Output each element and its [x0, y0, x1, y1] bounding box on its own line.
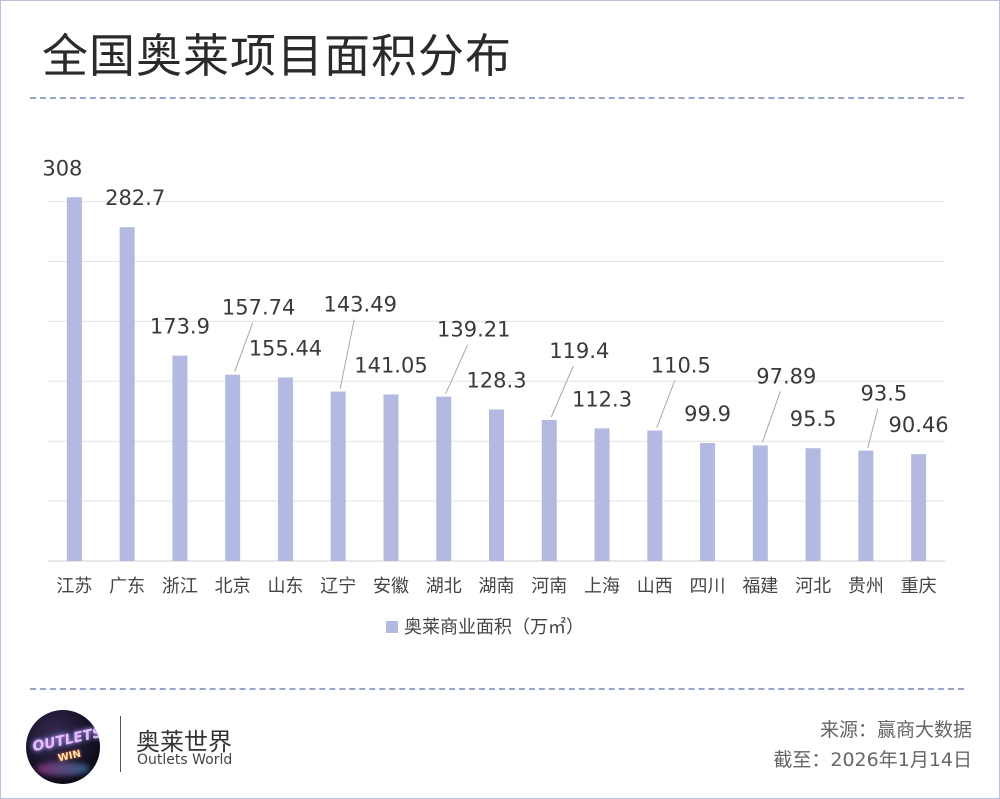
brand-logo: OUTLETS WIN — [26, 710, 100, 784]
label-leader-line — [761, 391, 781, 443]
label-leader-line — [339, 319, 355, 389]
bar-北京 — [225, 374, 241, 561]
data-label: 99.9 — [684, 402, 731, 426]
x-tick-label: 浙江 — [162, 576, 198, 597]
bar-安徽 — [383, 394, 399, 561]
x-tick-label: 广东 — [109, 576, 145, 597]
data-source: 来源：赢商大数据 — [819, 719, 972, 741]
x-tick-label: 江苏 — [56, 576, 92, 597]
top-divider — [30, 97, 964, 99]
x-tick-label: 四川 — [690, 576, 726, 597]
data-label: 141.05 — [354, 353, 427, 377]
data-label: 155.44 — [249, 336, 322, 360]
bar-浙江 — [172, 355, 188, 561]
logo-text-win: WIN — [57, 748, 83, 765]
data-label: 157.74 — [222, 296, 295, 320]
data-label: 90.46 — [889, 413, 949, 437]
data-label: 173.9 — [150, 315, 210, 339]
bar-江苏 — [66, 197, 82, 561]
data-label: 112.3 — [572, 387, 632, 411]
data-label: 282.7 — [105, 186, 165, 210]
data-label: 97.89 — [756, 364, 816, 388]
data-label: 110.5 — [651, 354, 711, 378]
data-label: 119.4 — [549, 339, 609, 363]
x-tick-label: 河南 — [531, 576, 567, 597]
x-tick-label: 福建 — [742, 576, 778, 597]
bar-湖北 — [436, 396, 452, 561]
x-tick-label: 湖南 — [479, 576, 515, 597]
legend-swatch — [386, 621, 398, 633]
bar-四川 — [700, 443, 716, 561]
bar-山西 — [647, 430, 663, 561]
x-tick-label: 山西 — [637, 576, 673, 597]
x-tick-label: 安徽 — [373, 576, 409, 597]
bar-福建 — [752, 445, 768, 561]
data-label: 143.49 — [323, 293, 396, 317]
label-leader-line — [867, 408, 879, 448]
data-label: 139.21 — [437, 318, 510, 342]
bar-山东 — [277, 377, 293, 561]
bar-河南 — [541, 419, 557, 561]
x-tick-label: 辽宁 — [320, 576, 356, 597]
x-tick-label: 贵州 — [848, 576, 884, 597]
brand-name-en: Outlets World — [137, 752, 233, 768]
data-date: 截至：2026年1月14日 — [773, 749, 972, 771]
x-tick-label: 北京 — [215, 576, 251, 597]
bar-辽宁 — [330, 391, 346, 561]
bar-河北 — [805, 448, 821, 561]
x-tick-label: 湖北 — [426, 576, 462, 597]
x-tick-label: 河北 — [795, 576, 831, 597]
bottom-divider — [30, 688, 964, 690]
label-leader-line — [550, 365, 574, 418]
legend-label: 奥莱商业面积（万㎡） — [404, 616, 584, 638]
page-title: 全国奥莱项目面积分布 — [42, 29, 512, 83]
x-tick-label: 山东 — [267, 576, 303, 597]
x-tick-label: 上海 — [584, 576, 620, 597]
bar-广东 — [119, 227, 135, 561]
data-label: 95.5 — [790, 407, 837, 431]
brand-divider — [120, 716, 121, 772]
bar-chart: 江苏 308 广东 282.7 浙江 173.9 北京 157.74 山东 155.44 辽宁 143… — [42, 156, 949, 638]
label-leader-line — [234, 322, 254, 372]
data-label: 308 — [42, 156, 82, 180]
label-leader-line — [656, 380, 676, 428]
bar-上海 — [594, 428, 610, 561]
bar-贵州 — [858, 450, 874, 561]
data-label: 128.3 — [466, 368, 526, 392]
bar-重庆 — [911, 454, 927, 561]
x-tick-label: 重庆 — [901, 576, 937, 597]
data-label: 93.5 — [860, 382, 907, 406]
brand-name-cn: 奥莱世界 — [136, 728, 232, 756]
label-leader-line — [445, 344, 469, 394]
bar-湖南 — [489, 409, 504, 561]
